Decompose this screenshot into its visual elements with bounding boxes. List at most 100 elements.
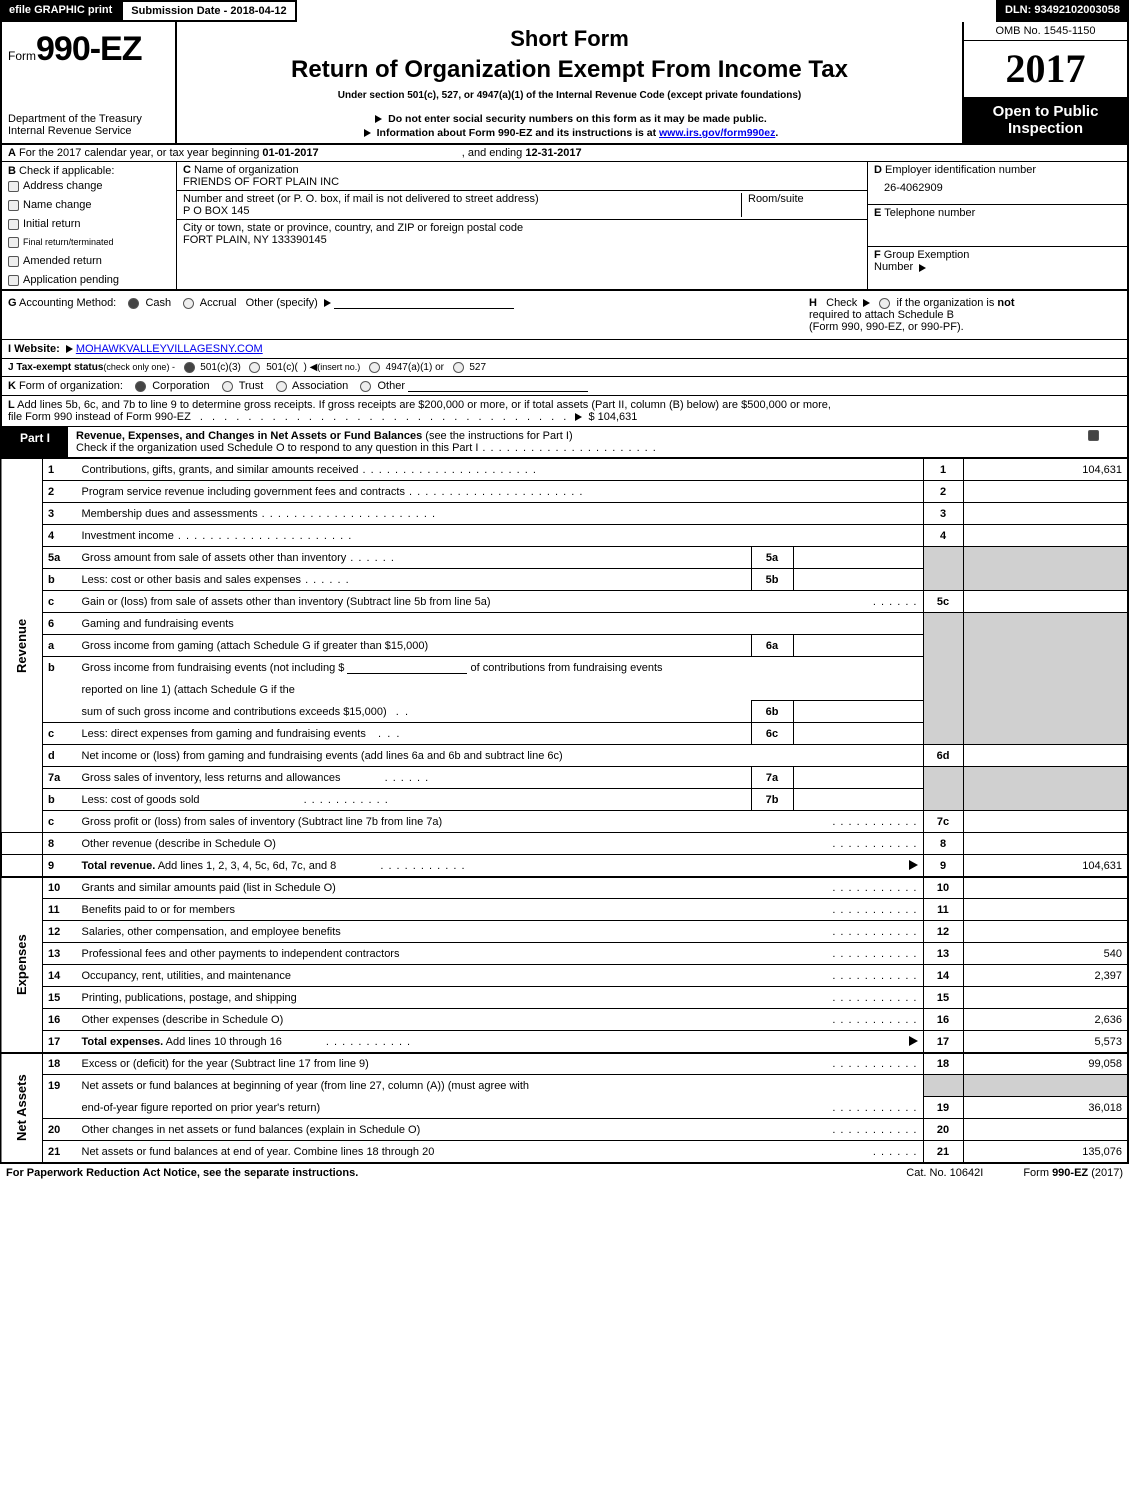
- section-b-letter: B: [8, 165, 16, 177]
- section-c-letter: C: [183, 164, 191, 176]
- checkbox-schedule-o-part-i[interactable]: [1088, 430, 1099, 441]
- radio-trust[interactable]: [222, 381, 233, 392]
- form-subtitle: Under section 501(c), 527, or 4947(a)(1)…: [185, 90, 954, 101]
- chk-label: Initial return: [23, 218, 80, 230]
- info-link[interactable]: www.irs.gov/form990ez: [659, 127, 775, 139]
- arrow-icon: [575, 413, 582, 421]
- checkbox-address-change[interactable]: [8, 181, 19, 192]
- line-8-value: [963, 833, 1128, 855]
- line-14-value: 2,397: [963, 965, 1128, 987]
- line-1-value: 104,631: [963, 459, 1128, 481]
- chk-label: Amended return: [23, 255, 102, 267]
- city-label: City or town, state or province, country…: [183, 222, 861, 234]
- radio-501c3[interactable]: [184, 362, 195, 373]
- checkbox-application-pending[interactable]: [8, 275, 19, 286]
- section-b-to-f-grid: B Check if applicable: Address change Na…: [0, 162, 1129, 290]
- tax-exempt-label: Tax-exempt status: [14, 362, 104, 373]
- table-row: 20 Other changes in net assets or fund b…: [1, 1119, 1128, 1141]
- table-row: Net Assets 18 Excess or (deficit) for th…: [1, 1053, 1128, 1075]
- street-value: P O BOX 145: [183, 205, 741, 217]
- info-line: Information about Form 990-EZ and its in…: [185, 127, 954, 139]
- part-i-check-line: Check if the organization used Schedule …: [76, 442, 478, 454]
- table-row: Revenue 1 Contributions, gifts, grants, …: [1, 459, 1128, 481]
- line-21-value: 135,076: [963, 1141, 1128, 1163]
- table-row: d Net income or (loss) from gaming and f…: [1, 745, 1128, 767]
- radio-4947a1[interactable]: [369, 362, 380, 373]
- arrow-icon: [909, 860, 918, 870]
- section-k-letter: K: [8, 380, 16, 392]
- form-number: Form990-EZ: [8, 30, 169, 69]
- chk-label: Final return/terminated: [23, 237, 114, 247]
- table-row: end-of-year figure reported on prior yea…: [1, 1097, 1128, 1119]
- phone-label: Telephone number: [881, 207, 975, 219]
- checkbox-amended-return[interactable]: [8, 256, 19, 267]
- section-h: H Check if the organization is not requi…: [801, 297, 1121, 333]
- checkbox-final-return[interactable]: [8, 237, 19, 248]
- table-row: 13 Professional fees and other payments …: [1, 943, 1128, 965]
- arrow-icon: [324, 299, 331, 307]
- checkbox-name-change[interactable]: [8, 200, 19, 211]
- fundraising-amount-input[interactable]: [347, 662, 467, 674]
- chk-label: Name change: [23, 199, 92, 211]
- radio-other-org[interactable]: [360, 381, 371, 392]
- table-row: 11 Benefits paid to or for members 11: [1, 899, 1128, 921]
- table-row: c Gain or (loss) from sale of assets oth…: [1, 591, 1128, 613]
- table-row: 16 Other expenses (describe in Schedule …: [1, 1009, 1128, 1031]
- section-a-pre: For the 2017 calendar year, or tax year …: [19, 147, 262, 159]
- section-l-text2: file Form 990 instead of Form 990-EZ: [8, 411, 191, 423]
- dept-treasury: Department of the Treasury: [8, 113, 169, 125]
- line-13-value: 540: [963, 943, 1128, 965]
- section-a-letter: A: [8, 147, 16, 159]
- line-6a-value: [793, 635, 923, 657]
- table-row: 2 Program service revenue including gove…: [1, 481, 1128, 503]
- catalog-number: Cat. No. 10642I: [906, 1167, 983, 1179]
- section-f-letter: F: [874, 249, 881, 261]
- dept-irs: Internal Revenue Service: [8, 125, 169, 137]
- section-a-row: A For the 2017 calendar year, or tax yea…: [0, 145, 1129, 161]
- section-c-column: C Name of organization FRIENDS OF FORT P…: [177, 162, 867, 289]
- radio-corporation[interactable]: [135, 381, 146, 392]
- radio-527[interactable]: [453, 362, 464, 373]
- net-assets-side-label: Net Assets: [1, 1053, 43, 1163]
- table-row: 8 Other revenue (describe in Schedule O)…: [1, 833, 1128, 855]
- section-j-row: J Tax-exempt status(check only one) - 50…: [0, 358, 1129, 376]
- radio-cash[interactable]: [128, 298, 139, 309]
- short-form-label: Short Form: [185, 26, 954, 52]
- form-ref: Form 990-EZ (2017): [1023, 1167, 1123, 1179]
- radio-schedule-b-not-required[interactable]: [879, 298, 890, 309]
- line-6b-value: [793, 701, 923, 723]
- line-10-value: [963, 877, 1128, 899]
- radio-association[interactable]: [276, 381, 287, 392]
- submission-date-label: Submission Date -: [131, 5, 230, 17]
- arrow-icon: [364, 129, 371, 137]
- section-i-row: I Website: MOHAWKVALLEYVILLAGESNY.COM: [0, 340, 1129, 358]
- form-of-org-label: Form of organization:: [16, 380, 123, 392]
- section-l-letter: L: [8, 399, 15, 411]
- form-number-block: Form990-EZ Department of the Treasury In…: [2, 22, 177, 143]
- website-link[interactable]: MOHAWKVALLEYVILLAGESNY.COM: [76, 343, 263, 355]
- other-org-input[interactable]: [408, 380, 588, 392]
- group-exemption-label: Group Exemption: [881, 249, 970, 261]
- table-row: 7a Gross sales of inventory, less return…: [1, 767, 1128, 789]
- radio-accrual[interactable]: [183, 298, 194, 309]
- part-i-title: Revenue, Expenses, and Changes in Net As…: [76, 430, 425, 442]
- table-row: 14 Occupancy, rent, utilities, and maint…: [1, 965, 1128, 987]
- efile-print-label: efile GRAPHIC print: [0, 0, 121, 22]
- radio-501c[interactable]: [249, 362, 260, 373]
- form-prefix: Form: [8, 49, 36, 63]
- line-12-value: [963, 921, 1128, 943]
- website-label: Website:: [11, 343, 60, 355]
- expenses-side-label: Expenses: [1, 877, 43, 1053]
- checkbox-initial-return[interactable]: [8, 219, 19, 230]
- arrow-icon: [375, 115, 382, 123]
- other-specify-input[interactable]: [334, 297, 514, 309]
- section-a-mid: , and ending: [462, 147, 526, 159]
- table-row: 12 Salaries, other compensation, and emp…: [1, 921, 1128, 943]
- form-title-block: Short Form Return of Organization Exempt…: [177, 22, 962, 143]
- section-k-row: K Form of organization: Corporation Trus…: [0, 377, 1129, 395]
- section-g-letter: G: [8, 297, 17, 309]
- line-5c-value: [963, 591, 1128, 613]
- revenue-side-label: Revenue: [1, 459, 43, 833]
- line-7b-value: [793, 789, 923, 811]
- table-row: 5a Gross amount from sale of assets othe…: [1, 547, 1128, 569]
